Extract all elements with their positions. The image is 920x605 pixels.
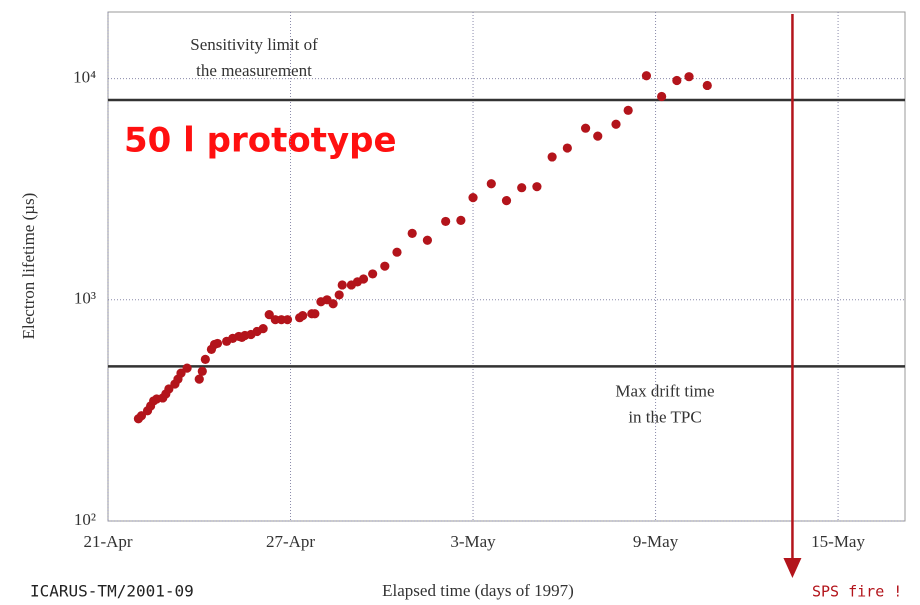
point (358, 274, 369, 284)
point (407, 228, 417, 238)
point (136, 411, 147, 421)
x-tick-label: 21-Apr (83, 532, 132, 551)
y-axis-label: Electron lifetime (µs) (19, 193, 38, 340)
point (441, 216, 451, 227)
y-tick-label: 10⁴ (73, 67, 96, 86)
point (562, 143, 572, 153)
x-axis-label: Elapsed time (days of 1997) (382, 581, 574, 600)
point (258, 323, 268, 334)
x-tick-label: 9-May (633, 532, 679, 551)
point (392, 247, 402, 257)
point (282, 315, 293, 325)
point (702, 80, 712, 91)
y-tick-label: 10³ (74, 289, 96, 308)
point (197, 366, 207, 376)
point (310, 309, 320, 319)
point (422, 235, 433, 245)
reference-label: Sensitivity limit of (190, 35, 318, 54)
point (532, 182, 542, 192)
point (176, 368, 186, 378)
point (517, 183, 527, 193)
point (368, 269, 378, 279)
point (456, 215, 466, 225)
annotation: 50 l prototype (124, 121, 397, 161)
x-tick-label: 15-May (811, 532, 865, 551)
point (611, 119, 621, 129)
point (468, 193, 478, 203)
y-tick-label: 10² (74, 510, 96, 529)
point (164, 384, 174, 394)
x-tick-label: 27-Apr (266, 532, 315, 551)
point (334, 290, 344, 300)
point (593, 131, 603, 141)
point (501, 196, 512, 206)
reference-label: in the TPC (628, 407, 701, 426)
reference-label: Max drift time (615, 381, 714, 400)
footer: ICARUS-TM/2001-09 (30, 582, 194, 601)
point (684, 72, 694, 82)
point (298, 311, 308, 321)
point (672, 75, 682, 86)
event-arrowhead (783, 558, 802, 578)
point (337, 280, 347, 290)
point (641, 71, 652, 81)
point (212, 338, 223, 349)
x-tick-label: 3-May (450, 532, 496, 551)
plot-frame (107, 11, 906, 522)
point (547, 152, 557, 162)
point (380, 261, 390, 271)
point (194, 374, 204, 384)
point (182, 363, 192, 373)
point (264, 310, 274, 320)
reference-label: the measurement (196, 61, 312, 80)
event-label: SPS fire ! (812, 583, 902, 601)
point (486, 179, 496, 189)
point (623, 105, 633, 115)
point (657, 91, 667, 102)
point (580, 123, 591, 133)
point (328, 299, 338, 309)
point (200, 354, 210, 364)
